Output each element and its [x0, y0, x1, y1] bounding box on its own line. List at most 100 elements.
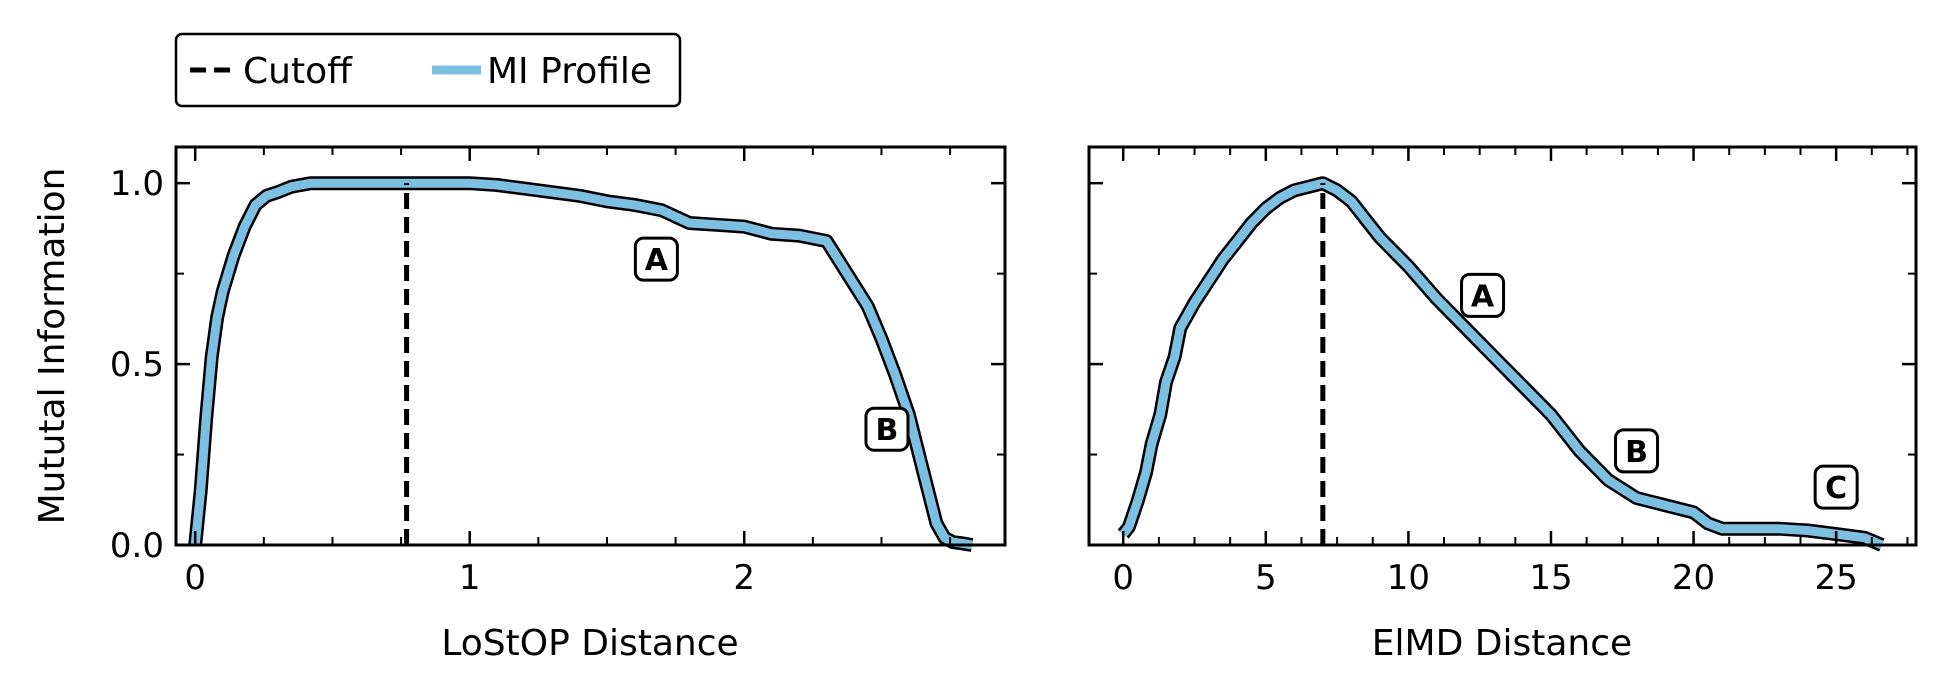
left-series-line [190, 178, 973, 550]
left-data-point [661, 209, 663, 212]
left-data-point [290, 186, 293, 188]
left-x-tick-label: 1 [459, 558, 481, 598]
left-data-point [943, 537, 946, 539]
left-data-point [386, 182, 389, 184]
left-data-point [468, 182, 471, 184]
right-data-point [1407, 265, 1410, 268]
annotation-label: A [1471, 279, 1495, 314]
right-data-point [1279, 196, 1281, 199]
left-panel: AB 0 1 20.00.51.0 LoStOP Distance [110, 145, 1007, 664]
left-data-point [551, 191, 553, 193]
left-data-point [894, 374, 896, 376]
left-data-point [853, 283, 855, 286]
right-x-axis-label: ElMD Distance [1372, 623, 1632, 664]
right-annotation-C: C [1813, 464, 1859, 510]
right-data-point [1145, 471, 1147, 474]
right-data-point [1436, 298, 1438, 300]
right-data-point [1250, 222, 1253, 224]
left-data-point [359, 182, 361, 184]
annotation-box [1460, 272, 1506, 318]
right-data-point [1635, 497, 1638, 499]
left-data-point [716, 224, 718, 226]
left-data-point [606, 200, 608, 203]
right-panel: A B C 0 5 10 15 20 25 ElMD Distance [1087, 145, 1918, 664]
left-x-axis-label: LoStOP Distance [441, 623, 738, 664]
right-data-point [1379, 236, 1381, 239]
right-annotation-A: A [1460, 272, 1506, 318]
right-data-point [1307, 186, 1310, 188]
legend: Cutoff MI Profile [174, 32, 682, 108]
left-x-tick-label: 2 [733, 558, 755, 598]
left-data-point [798, 234, 800, 237]
right-data-point [1578, 450, 1581, 452]
right-data-point [1136, 500, 1139, 503]
left-data-point [921, 468, 924, 470]
left-data-point [205, 417, 207, 420]
right-x-tick-label: 15 [1529, 558, 1572, 598]
right-data-point [1336, 189, 1338, 192]
left-data-point [243, 225, 246, 228]
left-data-point [952, 541, 954, 543]
right-panel-ticks: 0 5 10 15 20 25 [1089, 147, 1916, 598]
right-data-point [1159, 413, 1162, 416]
right-data-point [1664, 504, 1666, 507]
left-data-point [232, 254, 235, 257]
legend-cutoff-label: Cutoff [243, 51, 353, 92]
left-data-point [210, 356, 213, 358]
right-data-point [1165, 381, 1167, 384]
left-data-point [523, 187, 526, 190]
left-data-point [633, 204, 636, 206]
left-series-outline [188, 176, 974, 552]
left-data-point [331, 182, 334, 184]
left-data-point [254, 204, 257, 206]
right-x-tick-label: 0 [1112, 558, 1134, 598]
right-data-point [1293, 189, 1296, 192]
left-data-point [276, 191, 279, 193]
left-data-point [221, 290, 224, 293]
right-data-point [1150, 442, 1153, 445]
right-data-point [1222, 258, 1224, 261]
left-x-tick-label: 0 [184, 558, 206, 598]
left-data-point [743, 225, 745, 228]
right-x-tick-label: 25 [1815, 558, 1858, 598]
annotation-box [1614, 428, 1660, 474]
left-y-tick-label: 0.0 [110, 526, 164, 566]
left-data-point [839, 262, 842, 264]
right-data-point [1173, 356, 1176, 358]
right-data-point [1721, 527, 1723, 530]
annotation-label: A [645, 243, 669, 278]
right-data-point [1464, 327, 1467, 329]
annotation-label: B [876, 413, 899, 448]
right-data-point [1778, 527, 1780, 530]
right-data-point [1208, 280, 1210, 282]
left-data-point [935, 522, 938, 525]
right-data-point [1550, 413, 1552, 416]
right-data-point [1863, 537, 1866, 539]
left-data-point [825, 240, 828, 242]
right-data-point [1179, 327, 1182, 329]
legend-frame [174, 32, 682, 108]
left-data-point [770, 233, 773, 235]
right-data-point [1692, 511, 1695, 514]
right-data-point [1128, 526, 1130, 528]
right-annotation-B: B [1614, 428, 1660, 474]
y-axis-label: Mututal Information [32, 168, 73, 525]
right-data-point [1707, 522, 1709, 525]
annotation-box [633, 236, 679, 282]
right-x-tick-label: 20 [1672, 558, 1715, 598]
right-x-tick-label: 10 [1387, 558, 1430, 598]
left-data-point [578, 195, 581, 197]
left-data-point [688, 222, 691, 224]
annotation-box [1813, 464, 1859, 510]
left-data-point [441, 182, 444, 184]
right-data-point [1806, 529, 1809, 532]
right-x-tick-label: 5 [1255, 558, 1277, 598]
legend-profile-label: MI Profile [487, 51, 652, 92]
right-panel-marks: A B C [1117, 176, 1885, 552]
right-data-point [1236, 240, 1239, 242]
right-data-point [1193, 301, 1196, 304]
left-data-point [216, 316, 218, 318]
right-data-point [1350, 200, 1353, 203]
right-data-point [1749, 527, 1752, 530]
